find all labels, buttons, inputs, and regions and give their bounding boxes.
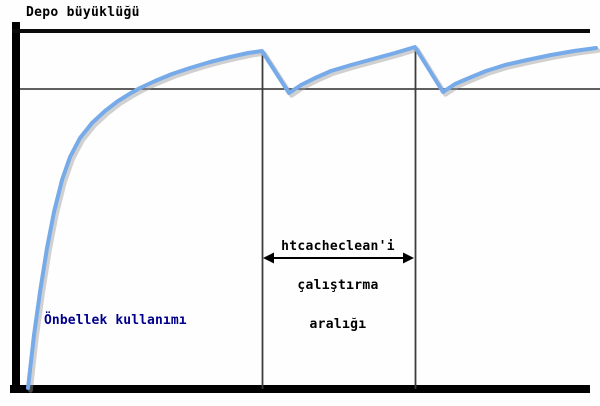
y-axis-line: [12, 22, 20, 393]
interval-arrow-left-head: [263, 252, 274, 264]
interval-annotation: htcacheclean'i çalıştırma aralığı: [240, 214, 436, 357]
cache-usage-curve-shadow: [28, 47, 600, 393]
top-border-line: [12, 29, 590, 33]
cache-usage-curve: [26, 45, 598, 390]
cache-usage-label: Önbellek kullanımı: [44, 313, 187, 328]
interval-arrow-right-head: [403, 252, 414, 264]
y-axis-title: Depo büyüklüğü: [26, 5, 140, 20]
interval-annotation-line2: çalıştırma: [297, 278, 379, 293]
interval-annotation-line1: htcacheclean'i: [281, 239, 395, 254]
interval-annotation-line3: aralığı: [309, 317, 367, 332]
x-axis-line: [10, 385, 590, 393]
